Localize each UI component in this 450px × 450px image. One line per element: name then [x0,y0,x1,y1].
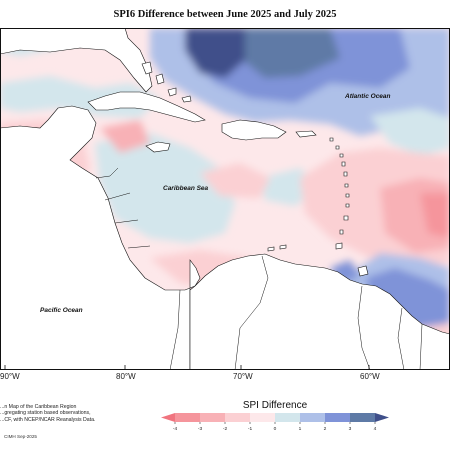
colorbar-swatch [325,413,350,422]
land-masses [0,28,450,370]
colorbar-arrow-low [161,413,175,422]
colorbar-arrow-high [375,413,389,422]
note-line-2: ...gregating station based observations, [0,410,91,417]
longitude-label-60w: 60°W [360,372,380,381]
colorbar-tick-label: -4 [173,426,178,432]
atlantic-ocean-label: Atlantic Ocean [344,93,391,100]
florida [0,28,153,93]
colorbar-swatch [275,413,300,422]
pacific-ocean-label: Pacific Ocean [40,307,83,314]
caribbean-sea-label: Caribbean Sea [163,185,209,192]
colorbar-tick-label: 3 [349,426,352,432]
colorbar-tick-label: 4 [374,426,377,432]
longitude-ticks [4,365,370,370]
country-borders [95,167,423,370]
colorbar-tick-label: 1 [299,426,302,432]
spi-difference-map: Atlantic Ocean Caribbean Sea Pacific Oce… [0,28,450,370]
colorbar-tick-label: -3 [198,426,203,432]
colorbar-tick-label: -2 [223,426,228,432]
note-line-3: ...CF, with NCEP/NCAR Reanalysis Data. [0,416,96,423]
longitude-label-70w: 70°W [233,372,253,381]
map-title: SPI6 Difference between June 2025 and Ju… [113,9,337,20]
colorbar-swatch [200,413,225,422]
colorbar-tick-label: -1 [248,426,253,432]
hispaniola [221,119,287,141]
colorbar-swatch [350,413,375,422]
colorbar-tick-label: 2 [324,426,327,432]
colorbar-swatch [225,413,250,422]
colorbar-swatch [250,413,275,422]
note-line-1: ...n Map of the Caribbean Region [0,404,77,410]
colorbar-tick-label: 0 [274,426,277,432]
south-america [189,253,450,370]
credit-text: CIMH Sep-2025 [4,434,37,439]
map-notes: ...n Map of the Caribbean Region ...greg… [0,404,150,423]
colorbar-swatch [175,413,200,422]
puerto-rico [295,130,317,138]
cuba [87,91,206,123]
longitude-label-90w: 90°W [0,372,20,381]
central-america [0,105,201,370]
colorbar-swatch [300,413,325,422]
spi-colorbar: -4 -3 -2 -1 0 1 2 3 4 [161,413,389,432]
jamaica [145,141,171,153]
longitude-label-80w: 80°W [116,372,136,381]
legend-title: SPI Difference [242,400,308,411]
